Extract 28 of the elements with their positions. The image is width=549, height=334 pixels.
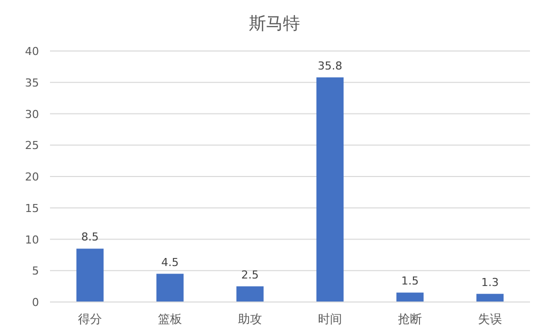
y-tick-label: 0 xyxy=(32,296,39,309)
chart-title: 斯马特 xyxy=(249,14,300,34)
bar xyxy=(396,292,424,302)
x-tick-label: 篮板 xyxy=(158,312,182,326)
data-label: 35.8 xyxy=(318,59,342,72)
data-label: 2.5 xyxy=(241,268,259,282)
data-label: 4.5 xyxy=(161,256,179,269)
y-tick-label: 40 xyxy=(25,45,39,58)
y-tick-label: 15 xyxy=(25,202,39,215)
y-tick-label: 5 xyxy=(32,264,39,278)
bar xyxy=(76,248,104,302)
y-tick-label: 10 xyxy=(25,233,39,246)
x-tick-label: 助攻 xyxy=(238,312,262,326)
data-label: 1.3 xyxy=(481,276,499,289)
y-tick-label: 20 xyxy=(25,170,39,184)
x-tick-label: 时间 xyxy=(318,312,342,326)
y-tick-label: 25 xyxy=(25,139,39,152)
bar xyxy=(236,286,264,302)
x-tick-label: 得分 xyxy=(78,312,102,326)
data-label: 8.5 xyxy=(81,230,99,244)
bar xyxy=(476,294,504,302)
data-label: 1.5 xyxy=(401,274,419,288)
y-tick-label: 35 xyxy=(25,76,39,90)
y-tick-label: 30 xyxy=(25,108,39,121)
bar xyxy=(156,274,184,302)
x-tick-label: 抢断 xyxy=(398,312,422,326)
x-tick-label: 失误 xyxy=(478,312,502,326)
bar xyxy=(316,77,344,302)
